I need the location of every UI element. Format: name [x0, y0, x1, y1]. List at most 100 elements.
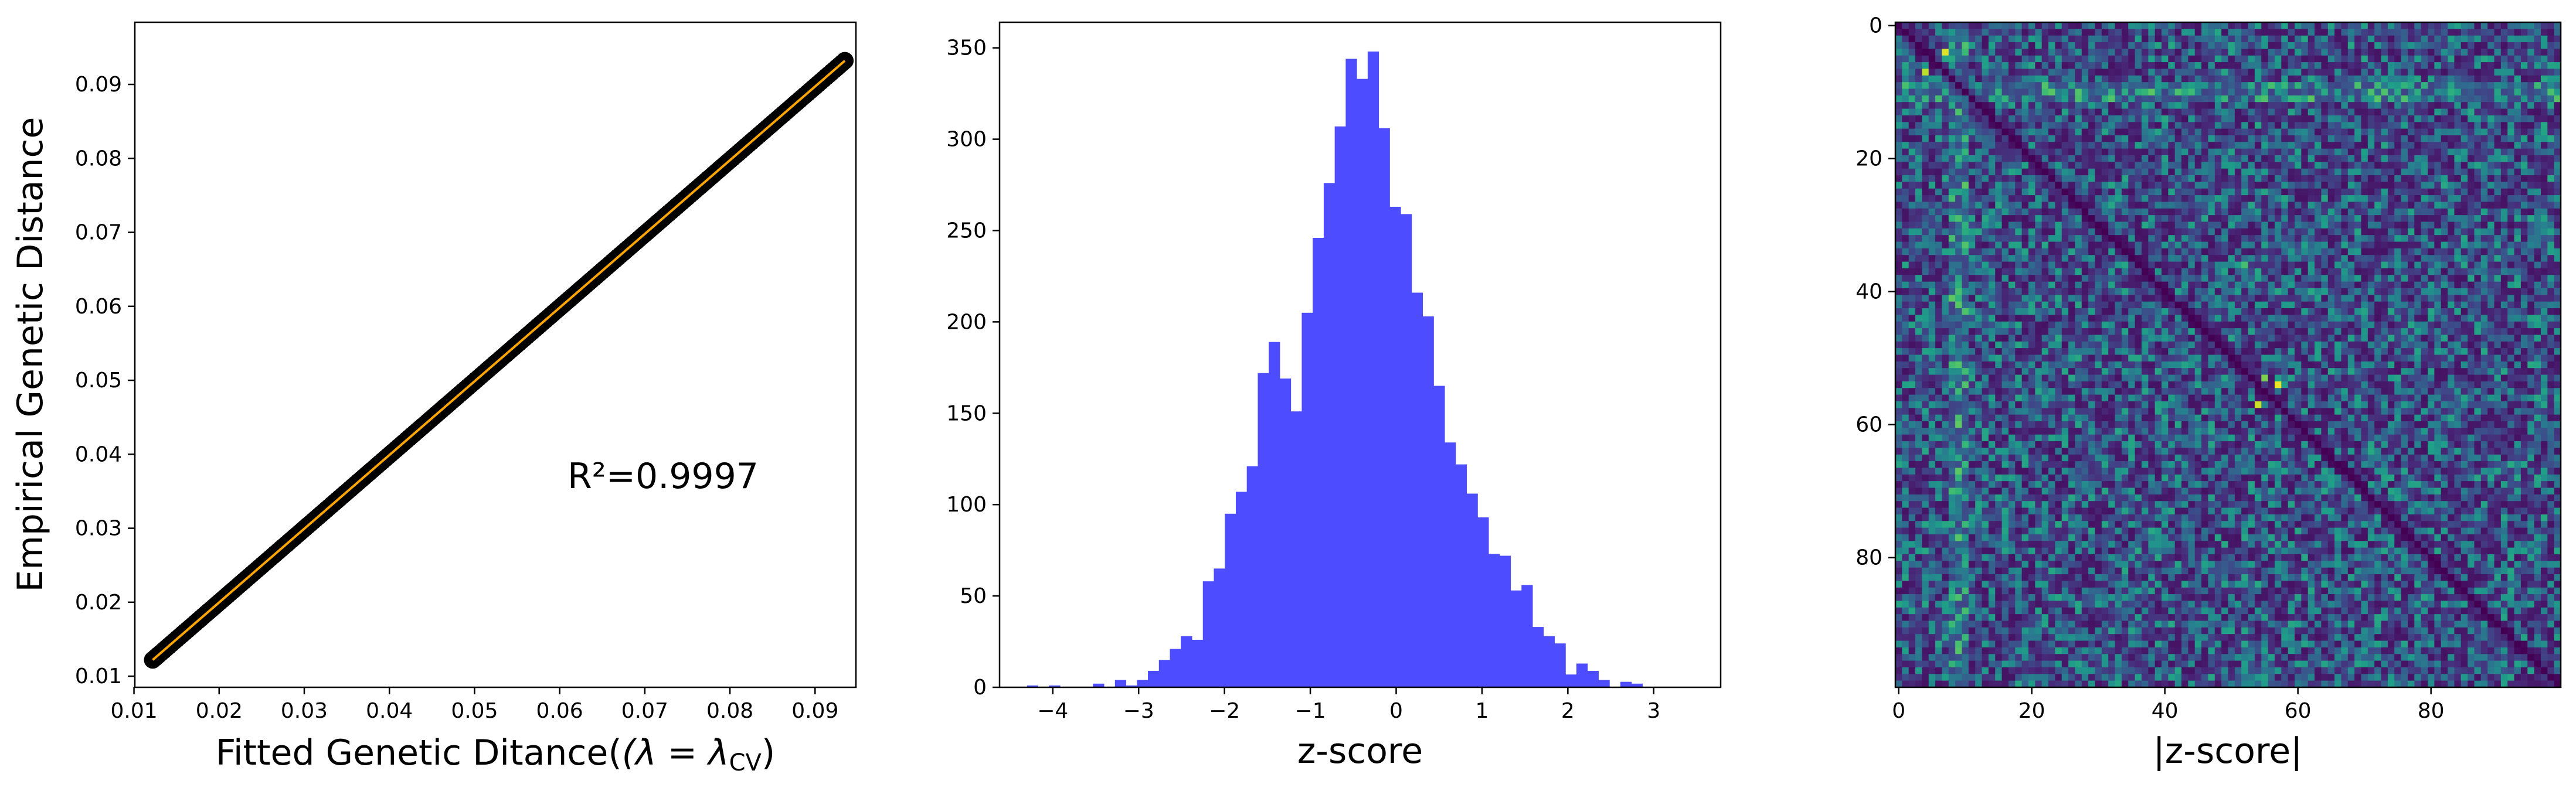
- heatmap-cell: [2554, 102, 2561, 110]
- heatmap-cell: [2188, 288, 2196, 295]
- heatmap-cell: [2434, 275, 2442, 282]
- heatmap-cell: [2168, 88, 2176, 96]
- heatmap-cell: [1955, 49, 1963, 56]
- heatmap-cell: [2068, 202, 2076, 209]
- heatmap-cell: [2001, 288, 2009, 295]
- heatmap-cell: [2254, 49, 2262, 56]
- heatmap-cell: [2428, 261, 2435, 269]
- heatmap-cell: [2414, 155, 2422, 162]
- heatmap-cell: [2274, 49, 2282, 56]
- heatmap-cell: [2194, 95, 2202, 103]
- heatmap-cell: [2268, 88, 2275, 96]
- heatmap-cell: [2174, 115, 2182, 122]
- heatmap-cell: [2507, 308, 2515, 315]
- heatmap-cell: [2288, 35, 2295, 43]
- heatmap-cell: [2068, 148, 2076, 156]
- heatmap-cell: [2081, 115, 2089, 122]
- heatmap-cell: [2095, 128, 2102, 136]
- heatmap-cell: [2500, 22, 2508, 29]
- heatmap-cell: [2015, 69, 2023, 76]
- heatmap-cell: [1968, 175, 1976, 182]
- heatmap-cell: [2315, 75, 2322, 83]
- heatmap-cell: [2527, 188, 2535, 196]
- heatmap-cell: [2367, 235, 2375, 243]
- heatmap-cell: [2268, 29, 2275, 36]
- heatmap-cell: [2494, 29, 2502, 36]
- x-tick-label: 2: [1561, 699, 1575, 723]
- heatmap-cell: [2327, 295, 2335, 302]
- heatmap-cell: [2208, 268, 2215, 275]
- heatmap-cell: [2421, 69, 2428, 76]
- x-tick-label: 0.05: [451, 699, 498, 723]
- heatmap-cell: [2480, 308, 2488, 315]
- heatmap-cell: [2208, 122, 2215, 129]
- heatmap-cell: [2028, 295, 2035, 302]
- heatmap-cell: [2500, 122, 2508, 129]
- heatmap-cell: [2068, 29, 2076, 36]
- heatmap-cell: [2441, 188, 2448, 196]
- heatmap-cell: [2474, 268, 2482, 275]
- heatmap-cell: [1902, 148, 1909, 156]
- heatmap-cell: [2301, 49, 2309, 56]
- heatmap-cell: [1902, 241, 1909, 249]
- heatmap-cell: [2268, 228, 2275, 236]
- heatmap-cell: [1988, 102, 1996, 110]
- heatmap-cell: [1995, 29, 2003, 36]
- heatmap-cell: [2028, 122, 2035, 129]
- heatmap-cell: [2441, 315, 2448, 322]
- heatmap-cell: [2001, 268, 2009, 275]
- heatmap-cell: [2261, 128, 2269, 136]
- heatmap-cell: [2128, 35, 2136, 43]
- heatmap-cell: [2154, 49, 2162, 56]
- heatmap-cell: [2021, 315, 2029, 322]
- heatmap-cell: [2001, 195, 2009, 203]
- heatmap-cell: [1955, 115, 1963, 122]
- heatmap-cell: [1982, 88, 1989, 96]
- heatmap-cell: [2414, 142, 2422, 149]
- heatmap-cell: [2194, 288, 2202, 295]
- heatmap-cell: [2295, 62, 2302, 70]
- heatmap-cell: [2068, 95, 2076, 103]
- histogram-bar: [1587, 670, 1599, 687]
- heatmap-cell: [2494, 235, 2502, 243]
- heatmap-cell: [2527, 182, 2535, 189]
- heatmap-cell: [2148, 42, 2156, 49]
- heatmap-cell: [2540, 235, 2548, 243]
- heatmap-cell: [1922, 208, 1929, 216]
- heatmap-cell: [2448, 82, 2455, 90]
- heatmap-cell: [2387, 182, 2395, 189]
- heatmap-cell: [2241, 215, 2249, 223]
- heatmap-cell: [2307, 295, 2315, 302]
- heatmap-cell: [1948, 55, 1956, 63]
- heatmap-cell: [2487, 69, 2495, 76]
- heatmap-cell: [1975, 69, 1983, 76]
- heatmap-cell: [2188, 295, 2196, 302]
- heatmap-cell: [2540, 261, 2548, 269]
- heatmap-cell: [2214, 188, 2222, 196]
- heatmap-cell: [2108, 235, 2116, 243]
- heatmap-cell: [2281, 82, 2289, 90]
- heatmap-cell: [1908, 55, 1916, 63]
- heatmap-cell: [2168, 195, 2176, 203]
- heatmap-cell: [2461, 182, 2468, 189]
- heatmap-cell: [2468, 188, 2475, 196]
- heatmap-cell: [1895, 221, 1902, 229]
- heatmap-cell: [2514, 29, 2521, 36]
- heatmap-cell: [2061, 248, 2069, 255]
- heatmap-cell: [2307, 188, 2315, 196]
- heatmap-cell: [2001, 102, 2009, 110]
- heatmap-cell: [2035, 295, 2043, 302]
- heatmap-cell: [2174, 95, 2182, 103]
- heatmap-cell: [2174, 135, 2182, 142]
- heatmap-cell: [2021, 148, 2029, 156]
- heatmap-cell: [2001, 188, 2009, 196]
- heatmap-cell: [2401, 122, 2408, 129]
- heatmap-cell: [2441, 82, 2448, 90]
- heatmap-cell: [2500, 95, 2508, 103]
- heatmap-cell: [2234, 69, 2242, 76]
- heatmap-cell: [2474, 281, 2482, 289]
- heatmap-cell: [2527, 315, 2535, 322]
- heatmap-cell: [2208, 62, 2215, 70]
- heatmap-cell: [2327, 308, 2335, 315]
- heatmap-cell: [2367, 308, 2375, 315]
